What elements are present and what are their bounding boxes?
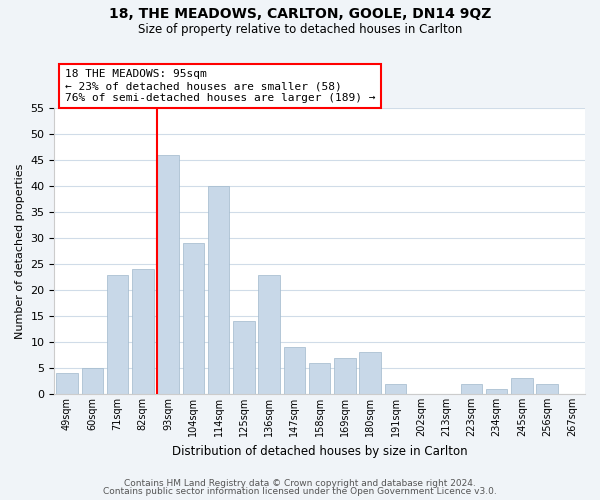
Bar (461, 384, 482, 394)
Bar (536, 384, 558, 394)
Bar (157, 155, 179, 394)
Bar (334, 358, 356, 394)
Bar (107, 274, 128, 394)
Text: 18 THE MEADOWS: 95sqm
← 23% of detached houses are smaller (58)
76% of semi-deta: 18 THE MEADOWS: 95sqm ← 23% of detached … (65, 70, 376, 102)
Y-axis label: Number of detached properties: Number of detached properties (15, 164, 25, 339)
X-axis label: Distribution of detached houses by size in Carlton: Distribution of detached houses by size … (172, 444, 467, 458)
Text: Contains HM Land Registry data © Crown copyright and database right 2024.: Contains HM Land Registry data © Crown c… (124, 478, 476, 488)
Bar (259, 274, 280, 394)
Bar (309, 363, 331, 394)
Text: Size of property relative to detached houses in Carlton: Size of property relative to detached ho… (138, 22, 462, 36)
Bar (486, 389, 508, 394)
Bar (511, 378, 533, 394)
Bar (284, 348, 305, 394)
Bar (385, 384, 406, 394)
Text: 18, THE MEADOWS, CARLTON, GOOLE, DN14 9QZ: 18, THE MEADOWS, CARLTON, GOOLE, DN14 9Q… (109, 8, 491, 22)
Bar (359, 352, 381, 394)
Bar (82, 368, 103, 394)
Bar (208, 186, 229, 394)
Bar (56, 373, 78, 394)
Bar (182, 244, 204, 394)
Bar (233, 322, 254, 394)
Bar (132, 270, 154, 394)
Text: Contains public sector information licensed under the Open Government Licence v3: Contains public sector information licen… (103, 487, 497, 496)
